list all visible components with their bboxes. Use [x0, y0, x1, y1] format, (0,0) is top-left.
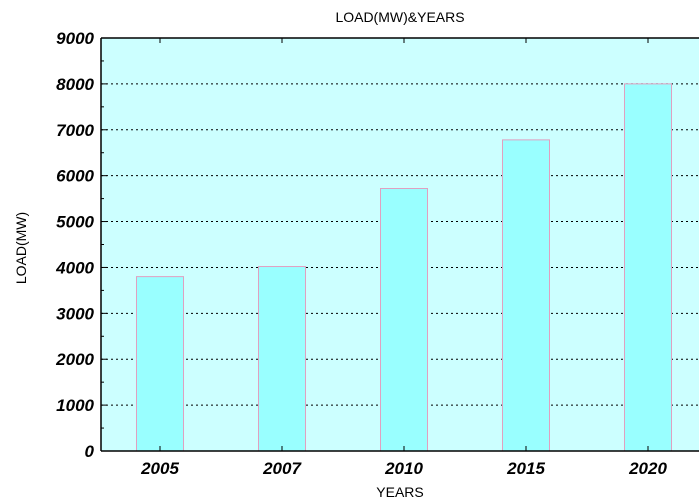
y-tick-label: 5000 [56, 213, 94, 232]
y-tick-label: 7000 [56, 121, 94, 140]
y-tick-label: 6000 [56, 167, 94, 186]
x-tick-labels: 2005 2007 2010 2015 2020 [140, 459, 667, 478]
y-tick-labels: 0 1000 2000 3000 4000 5000 6000 7000 8000 9000 [55, 29, 94, 461]
chart-title: LOAD(MW)&YEARS [335, 9, 464, 25]
bar-2005 [136, 276, 184, 452]
y-tick-label: 3000 [56, 304, 94, 323]
axes [100, 37, 699, 452]
y-tick-label: 9000 [56, 29, 94, 48]
x-tick-label: 2005 [140, 459, 179, 478]
y-tick-label: 8000 [56, 75, 94, 94]
y-tick-label: 1000 [56, 396, 94, 415]
bar-2015 [502, 139, 550, 452]
y-tick-label: 0 [85, 442, 95, 461]
x-axis-label: YEARS [376, 484, 423, 500]
y-axis-label: LOAD(MW) [13, 212, 29, 284]
bars [136, 83, 672, 452]
bar-2020 [624, 83, 672, 452]
bar-2010 [380, 188, 428, 452]
y-tick-label: 4000 [55, 258, 94, 277]
x-tick-label: 2015 [506, 459, 545, 478]
bar-2007 [258, 266, 306, 452]
x-tick-label: 2020 [628, 459, 667, 478]
x-tick-label: 2007 [262, 459, 302, 478]
x-tick-label: 2010 [384, 459, 423, 478]
y-tick-label: 2000 [55, 350, 94, 369]
